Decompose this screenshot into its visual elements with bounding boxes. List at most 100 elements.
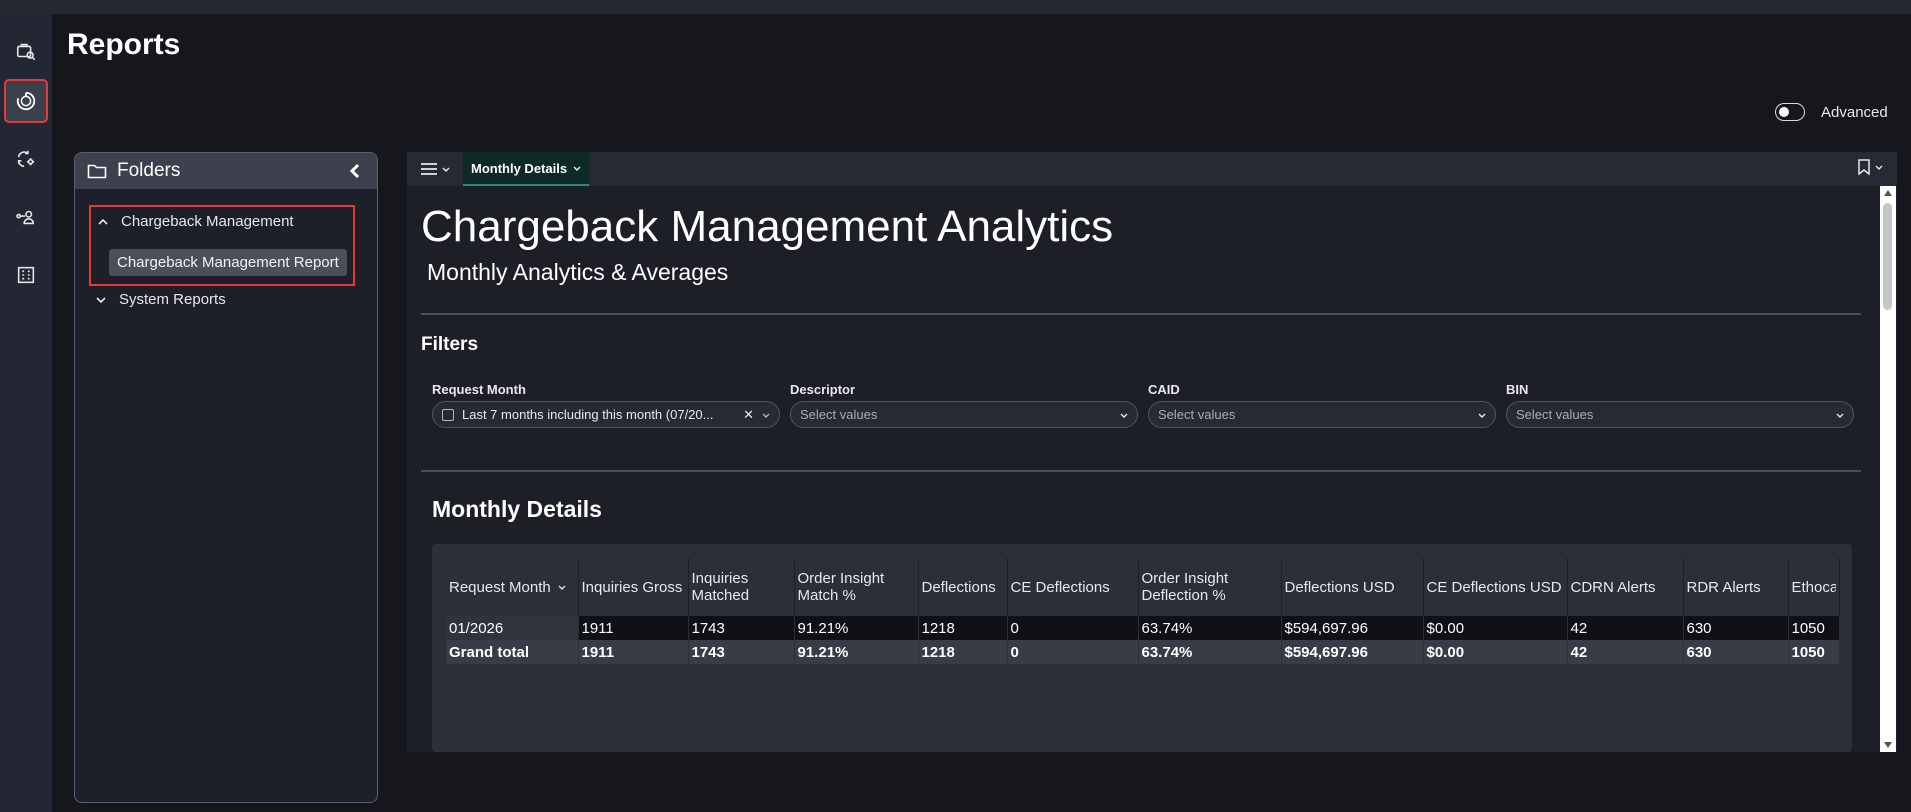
filter-request-month: Request Month Last 7 months including th… bbox=[432, 382, 780, 428]
chevron-left-icon bbox=[349, 163, 360, 179]
filter-bin: BIN Select values bbox=[1506, 382, 1854, 428]
tab-label: Monthly Details bbox=[471, 160, 568, 176]
column-label: RDR Alerts bbox=[1686, 578, 1761, 596]
chevron-down-icon bbox=[442, 167, 450, 172]
sort-chevron-icon bbox=[558, 585, 566, 590]
report-toolbar: Monthly Details bbox=[407, 152, 1897, 186]
folder-label: System Reports bbox=[119, 291, 226, 308]
filter-placeholder: Select values bbox=[1158, 407, 1236, 422]
table-cell: 42 bbox=[1567, 616, 1684, 640]
chevron-down-icon bbox=[573, 166, 581, 171]
column-header[interactable]: Request Month bbox=[446, 558, 579, 616]
filter-label: Request Month bbox=[432, 382, 526, 397]
monthly-details-table-container: Request Month Inquiries Gross Inquiries M… bbox=[432, 544, 1852, 752]
descriptor-select[interactable]: Select values bbox=[790, 401, 1138, 428]
calendar-icon bbox=[442, 408, 454, 421]
filter-value: Last 7 months including this month (07/2… bbox=[462, 407, 714, 422]
column-header[interactable]: CDRN Alerts bbox=[1567, 558, 1684, 616]
clear-icon[interactable]: ✕ bbox=[743, 406, 754, 422]
top-bar bbox=[0, 0, 1911, 14]
filter-label: CAID bbox=[1148, 382, 1180, 397]
side-rail bbox=[0, 14, 52, 812]
chevron-down-icon bbox=[1836, 413, 1844, 418]
request-month-select[interactable]: Last 7 months including this month (07/2… bbox=[432, 401, 780, 428]
filter-label: BIN bbox=[1506, 382, 1529, 397]
bin-select[interactable]: Select values bbox=[1506, 401, 1854, 428]
column-header[interactable]: Deflections bbox=[918, 558, 1008, 616]
folders-title: Folders bbox=[117, 160, 181, 181]
report-viewer: Monthly Details Chargeback Management An… bbox=[407, 152, 1897, 752]
column-header[interactable]: Inquiries Matched bbox=[688, 558, 795, 616]
chevron-up-icon bbox=[98, 218, 108, 225]
rail-user-routing[interactable] bbox=[5, 196, 47, 238]
page-title: Reports bbox=[67, 28, 181, 61]
column-header[interactable]: CE Deflections bbox=[1007, 558, 1139, 616]
scroll-up-arrow[interactable] bbox=[1884, 190, 1892, 196]
column-header[interactable]: Order Insight Deflection % bbox=[1138, 558, 1282, 616]
menu-button[interactable] bbox=[407, 152, 463, 186]
table-cell: 1743 bbox=[688, 640, 795, 664]
column-label: Deflections bbox=[921, 578, 996, 596]
report-chargeback-management-report[interactable]: Chargeback Management Report bbox=[109, 249, 347, 276]
column-header[interactable]: Order Insight Match % bbox=[794, 558, 919, 616]
report-title: Chargeback Management Analytics bbox=[421, 202, 1114, 251]
column-label: Order Insight bbox=[1141, 570, 1229, 587]
column-label: Order Insight bbox=[797, 570, 885, 587]
table-cell: 63.74% bbox=[1138, 640, 1282, 664]
column-header[interactable]: Ethoca bbox=[1788, 558, 1840, 616]
monthly-details-table: Request Month Inquiries Gross Inquiries M… bbox=[446, 558, 1840, 664]
monthly-details-heading: Monthly Details bbox=[432, 496, 602, 522]
chevron-down-icon bbox=[1120, 413, 1128, 418]
column-label: CE Deflections USD bbox=[1426, 578, 1562, 596]
rail-sync-settings[interactable] bbox=[5, 138, 47, 180]
folder-chargeback-management[interactable]: Chargeback Management bbox=[97, 213, 294, 230]
column-label: Deflections USD bbox=[1284, 578, 1395, 596]
table-cell: $594,697.96 bbox=[1281, 616, 1424, 640]
scroll-thumb[interactable] bbox=[1883, 203, 1892, 310]
column-header[interactable]: Inquiries Gross bbox=[578, 558, 689, 616]
column-label-line2: Match % bbox=[797, 587, 856, 604]
column-label: Ethoca bbox=[1791, 578, 1836, 596]
scroll-down-arrow[interactable] bbox=[1884, 742, 1892, 748]
filters-heading: Filters bbox=[421, 334, 479, 355]
table-cell: 63.74% bbox=[1138, 616, 1282, 640]
folder-system-reports[interactable]: System Reports bbox=[95, 291, 226, 308]
filter-descriptor: Descriptor Select values bbox=[790, 382, 1138, 428]
report-subtitle: Monthly Analytics & Averages bbox=[427, 259, 729, 285]
table-cell: Grand total bbox=[446, 640, 579, 664]
vertical-scrollbar[interactable] bbox=[1880, 186, 1896, 752]
table-cell: 1050 bbox=[1788, 640, 1840, 664]
search-reports-icon bbox=[16, 43, 36, 61]
rail-reports[interactable] bbox=[4, 79, 48, 123]
column-label: CDRN Alerts bbox=[1570, 578, 1656, 596]
column-label: Request Month bbox=[449, 578, 551, 596]
table-cell: 91.21% bbox=[794, 640, 919, 664]
table-row-grand-total[interactable]: Grand total 1911 1743 91.21% 1218 0 63.7… bbox=[446, 640, 1840, 664]
rail-search-reports[interactable] bbox=[5, 30, 47, 72]
column-label: CE Deflections bbox=[1010, 578, 1110, 596]
table-cell: 1050 bbox=[1788, 616, 1840, 640]
column-header[interactable]: RDR Alerts bbox=[1683, 558, 1789, 616]
table-cell: 1218 bbox=[918, 640, 1008, 664]
divider bbox=[421, 470, 1861, 472]
table-row[interactable]: 01/2026 1911 1743 91.21% 1218 0 63.74% $… bbox=[446, 616, 1840, 640]
tab-monthly-details[interactable]: Monthly Details bbox=[463, 152, 590, 186]
divider bbox=[421, 313, 1861, 315]
column-header[interactable]: CE Deflections USD bbox=[1423, 558, 1568, 616]
table-cell: 1911 bbox=[578, 616, 689, 640]
filter-placeholder: Select values bbox=[800, 407, 878, 422]
reports-icon bbox=[16, 91, 36, 111]
caid-select[interactable]: Select values bbox=[1148, 401, 1496, 428]
column-label: Inquiries bbox=[691, 570, 749, 587]
table-cell: 1743 bbox=[688, 616, 795, 640]
table-cell: $594,697.96 bbox=[1281, 640, 1424, 664]
chevron-down-icon bbox=[1875, 165, 1883, 170]
column-header[interactable]: Deflections USD bbox=[1281, 558, 1424, 616]
table-cell: 01/2026 bbox=[446, 616, 579, 640]
collapse-panel-button[interactable] bbox=[345, 161, 365, 181]
table-cell: 0 bbox=[1007, 616, 1139, 640]
building-icon bbox=[17, 266, 35, 284]
rail-building[interactable] bbox=[5, 254, 47, 296]
advanced-toggle[interactable] bbox=[1775, 103, 1805, 121]
bookmark-button[interactable] bbox=[1857, 159, 1883, 175]
